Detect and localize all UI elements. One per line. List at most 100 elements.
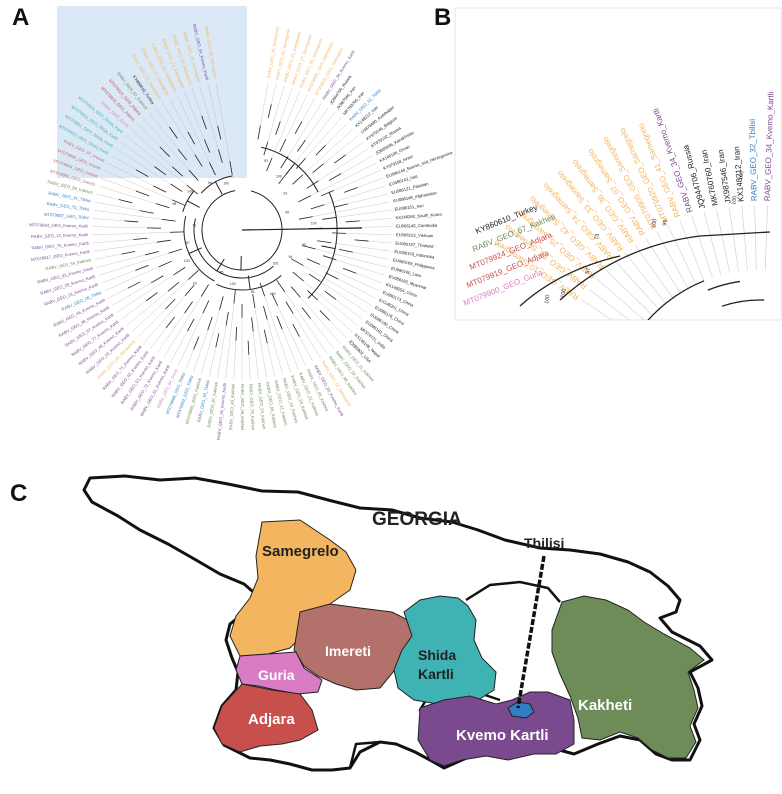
tip-branch bbox=[218, 149, 223, 163]
tip-branch bbox=[298, 216, 313, 220]
tip-leader bbox=[691, 215, 713, 278]
tip-branch bbox=[202, 300, 210, 314]
tip-branch bbox=[344, 187, 358, 193]
tip-branch bbox=[135, 169, 149, 177]
tip-leader bbox=[92, 218, 125, 222]
support-value: 99 bbox=[285, 210, 289, 214]
tip-branch bbox=[184, 301, 193, 314]
region-kakheti[interactable] bbox=[551, 595, 705, 759]
tip-branch bbox=[194, 154, 203, 167]
tip-leader bbox=[280, 88, 293, 122]
tree-a-tip-label: MT079887_GEO_Tbilisi bbox=[44, 212, 89, 220]
tip-branch bbox=[319, 310, 330, 321]
tip-leader bbox=[162, 102, 195, 155]
region-shida-kartli[interactable] bbox=[393, 595, 497, 705]
tip-leader bbox=[716, 209, 731, 274]
tip-branch bbox=[328, 173, 342, 181]
tip-leader bbox=[679, 220, 705, 281]
tip-leader bbox=[126, 291, 169, 326]
tip-branch bbox=[219, 296, 224, 310]
support-value: 85 bbox=[220, 270, 224, 274]
tip-leader bbox=[605, 269, 653, 316]
tip-branch bbox=[263, 305, 268, 320]
tip-leader bbox=[614, 260, 660, 310]
tbilisi-pointer-line bbox=[516, 555, 546, 709]
tip-leader bbox=[277, 305, 307, 366]
label-adjara: Adjara bbox=[248, 711, 295, 728]
tip-leader bbox=[155, 107, 170, 128]
tip-leader bbox=[741, 205, 748, 271]
region-kvemo-kartli[interactable] bbox=[417, 691, 575, 767]
tip-branch bbox=[177, 148, 188, 161]
tip-branch bbox=[201, 115, 207, 130]
tip-branch bbox=[200, 284, 209, 297]
tip-leader bbox=[315, 248, 388, 268]
tip-branch bbox=[291, 258, 304, 267]
tip-leader bbox=[264, 296, 291, 372]
clade-arc bbox=[707, 280, 741, 291]
tip-leader bbox=[185, 349, 194, 370]
tip-leader bbox=[310, 318, 335, 349]
tip-leader bbox=[634, 244, 674, 299]
tip-leader bbox=[107, 162, 154, 187]
tip-branch bbox=[225, 311, 229, 326]
support-value: 96 bbox=[208, 181, 212, 185]
tip-branch bbox=[209, 162, 216, 176]
tip-branch bbox=[158, 260, 172, 268]
tip-leader bbox=[217, 325, 227, 378]
tip-leader bbox=[92, 239, 134, 244]
tip-leader bbox=[336, 209, 391, 218]
tip-leader bbox=[318, 148, 369, 181]
tip-leader bbox=[112, 282, 152, 306]
tree-b-tip-label: RABV_GEO_32_Tbilisi bbox=[748, 119, 759, 202]
region-adjara[interactable] bbox=[213, 683, 319, 753]
clade-arc bbox=[261, 146, 319, 193]
tip-branch bbox=[133, 237, 148, 240]
tip-branch bbox=[207, 316, 213, 331]
highlight-box bbox=[57, 6, 247, 178]
clade-stem bbox=[187, 200, 200, 208]
tip-leader bbox=[335, 299, 363, 320]
tip-leader bbox=[331, 242, 391, 252]
tip-leader bbox=[345, 141, 364, 156]
tip-leader bbox=[156, 312, 185, 354]
tip-leader bbox=[136, 123, 160, 147]
clade-arc bbox=[721, 299, 765, 307]
tip-leader bbox=[597, 279, 645, 320]
tip-leader bbox=[101, 270, 136, 284]
tip-leader bbox=[589, 289, 630, 320]
tip-leader bbox=[287, 112, 336, 173]
tip-leader bbox=[101, 178, 137, 192]
tip-branch bbox=[310, 204, 325, 210]
tree-a-tip-label: RABV_GEO_12_Kvemo_Kartli bbox=[31, 232, 88, 239]
tip-leader bbox=[96, 193, 119, 200]
tip-branch bbox=[345, 220, 360, 223]
zoom-frame bbox=[454, 7, 782, 321]
tip-leader bbox=[149, 327, 167, 349]
tip-leader bbox=[310, 162, 377, 196]
tip-leader bbox=[324, 185, 386, 205]
region-guria[interactable] bbox=[235, 651, 323, 695]
tip-leader bbox=[301, 98, 315, 122]
clade-stem bbox=[321, 245, 336, 250]
internal-border-line bbox=[465, 580, 561, 603]
tip-branch bbox=[320, 190, 334, 197]
tip-leader bbox=[303, 280, 358, 326]
tip-leader bbox=[137, 308, 166, 338]
support-value: 95 bbox=[251, 290, 255, 294]
tip-leader bbox=[104, 266, 159, 291]
tip-branch bbox=[317, 240, 332, 244]
tip-branch bbox=[251, 317, 254, 332]
tip-branch bbox=[307, 290, 318, 301]
tip-branch bbox=[259, 282, 266, 297]
label-imereti: Imereti bbox=[325, 643, 371, 659]
tip-leader bbox=[329, 320, 347, 338]
tip-branch bbox=[188, 269, 199, 280]
tip-leader bbox=[233, 340, 237, 380]
tip-leader bbox=[300, 297, 341, 344]
tip-branch bbox=[145, 251, 159, 256]
tip-branch bbox=[339, 249, 353, 253]
tip-branch bbox=[315, 145, 326, 156]
clade-stem bbox=[188, 247, 202, 254]
tip-branch bbox=[165, 298, 176, 310]
